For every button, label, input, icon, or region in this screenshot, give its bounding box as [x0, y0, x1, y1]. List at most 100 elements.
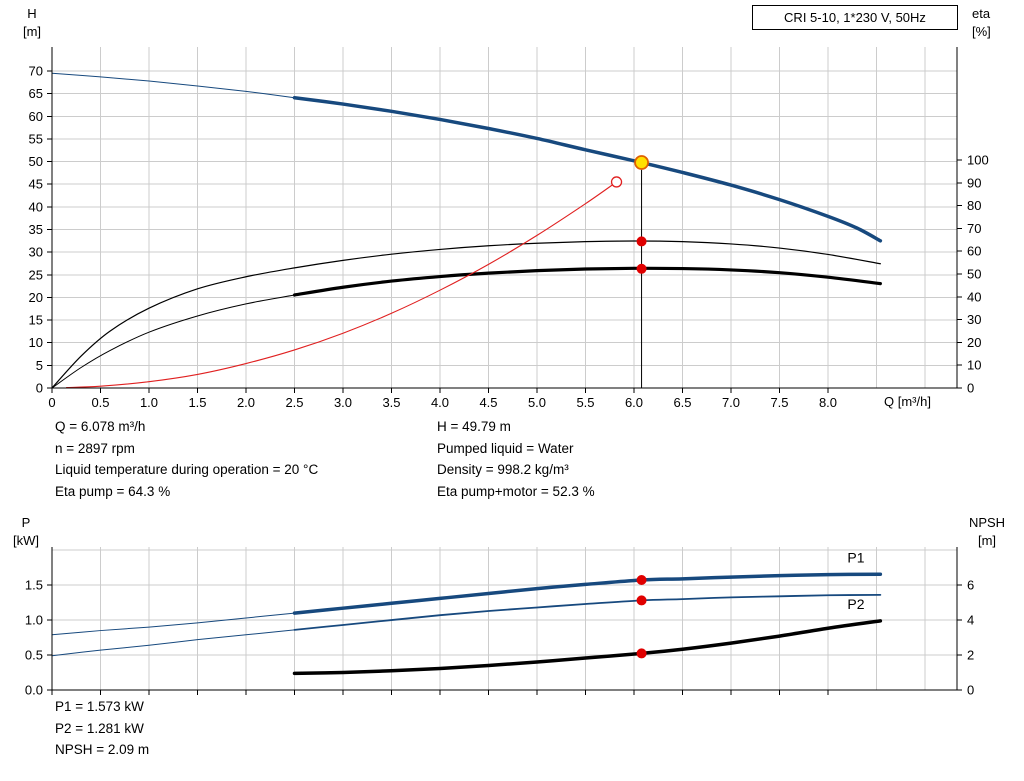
y-left-tick-label: 1.5 [25, 578, 43, 593]
pump-model-title: CRI 5-10, 1*230 V, 50Hz [752, 5, 958, 30]
rated-point-marker [610, 176, 623, 188]
x-tick-label: 2.5 [285, 395, 303, 410]
power-npsh-chart: P1 P2 0.0 0.5 1.0 1.5 0 2 4 6 [25, 547, 974, 698]
info-line: P1 = 1.573 kW [55, 699, 144, 714]
duty-info-right: H = 49.79 m Pumped liquid = Water Density … [437, 419, 595, 505]
eta-axis-unit: [%] [972, 24, 991, 39]
y-left-tick-label: 50 [29, 154, 43, 169]
q-axis-label: Q [m³/h] [884, 394, 931, 409]
y-right-tick-label: 40 [967, 289, 981, 304]
y-left-tick-label: 60 [29, 109, 43, 124]
x-tick-label: 2.0 [237, 395, 255, 410]
x-tick-label: 3.0 [334, 395, 352, 410]
power-info: P1 = 1.573 kW P2 = 1.281 kW NPSH = 2.09 m [55, 699, 149, 764]
p1-curve [292, 572, 883, 615]
npsh-axis-label: NPSH [m] [956, 514, 1018, 550]
info-line: Density = 998.2 kg/m³ [437, 462, 569, 477]
y-left-tick-label: 55 [29, 131, 43, 146]
h-axis-symbol: H [27, 6, 37, 21]
y-left-tick-label: 25 [29, 267, 43, 282]
y-right-tick-label: 50 [967, 267, 981, 282]
info-line: Eta pump = 64.3 % [55, 483, 171, 499]
x-tick-label: 6.5 [673, 395, 691, 410]
p2-curve-thin [51, 629, 295, 657]
eta-axis-symbol: eta [972, 6, 991, 21]
x-tick-label: 7.0 [722, 395, 740, 410]
series-label-p2: P2 [847, 596, 864, 612]
y-left-tick-label: 0 [36, 381, 43, 396]
p2-curve [293, 594, 882, 631]
info-line: n = 2897 rpm [55, 440, 135, 456]
eta-pump-curve [51, 240, 881, 389]
y-right-tick-label: 20 [967, 335, 981, 350]
y-left-tick-label: 70 [29, 64, 43, 79]
x-tick-label: 8.0 [819, 395, 837, 410]
p-axis-symbol: P [21, 515, 31, 530]
performance-chart: 0 0.5 1.0 1.5 2.0 2.5 3.0 3.5 4.0 4.5 5.0 5.5 6.0 6.5… [29, 47, 989, 410]
y-left-tick-label: 1.0 [25, 613, 43, 628]
head-curve-thin [51, 72, 295, 99]
p2-point [636, 595, 647, 606]
y-right-tick-label: 4 [967, 612, 974, 627]
y-left-tick-label: 45 [29, 177, 43, 192]
x-tick-label: 7.5 [770, 395, 788, 410]
eta-pump-motor-curve-thin [51, 294, 295, 389]
info-line: Q = 6.078 m³/h [55, 419, 146, 434]
y-right-tick-label: 6 [967, 577, 974, 592]
eta-pump-point [636, 236, 647, 247]
y-right-tick-label: 60 [967, 244, 981, 259]
y-left-tick-label: 35 [29, 222, 43, 237]
x-tick-label: 4.0 [431, 395, 449, 410]
h-axis-unit: [m] [22, 24, 42, 39]
duty-info-left: Q = 6.078 m³/h n = 2897 rpm Liquid tempera… [55, 419, 318, 505]
y-right-tick-label: 100 [967, 153, 989, 168]
y-left-tick-label: 40 [29, 199, 43, 214]
info-line: P2 = 1.281 kW [55, 720, 144, 736]
h-axis-label: H [m] [14, 5, 50, 41]
y-right-tick-label: 90 [967, 175, 981, 190]
y-left-tick-label: 0.5 [25, 648, 43, 663]
npsh-point [636, 648, 647, 659]
y-right-tick-label: 2 [967, 647, 974, 662]
info-line: Eta pump+motor = 52.3 % [437, 483, 595, 499]
p1-point [636, 575, 647, 586]
y-right-tick-label: 70 [967, 221, 981, 236]
series-label-p1: P1 [847, 550, 864, 566]
y-left-tick-label: 20 [29, 290, 43, 305]
eta-pump-motor-curve [292, 266, 882, 297]
info-line: Liquid temperature during operation = 20… [55, 462, 319, 477]
x-tick-label: 3.5 [382, 395, 400, 410]
y-left-tick-label: 30 [29, 245, 43, 260]
x-tick-label: 5.0 [528, 395, 546, 410]
y-right-tick-label: 80 [967, 198, 981, 213]
x-tick-label: 4.5 [479, 395, 497, 410]
npsh-axis-symbol: NPSH [968, 515, 1006, 530]
eta-axis-label: eta [%] [972, 5, 1012, 41]
y-right-tick-label: 10 [967, 358, 981, 373]
y-right-tick-label: 0 [967, 381, 974, 396]
x-tick-label: 1.5 [188, 395, 206, 410]
x-tick-label: 0.5 [91, 395, 109, 410]
y-right-tick-label: 0 [967, 683, 974, 698]
y-right-tick-label: 30 [967, 312, 981, 327]
duty-point-marker [634, 155, 649, 170]
npsh-axis-unit: [m] [977, 533, 997, 548]
y-left-tick-label: 15 [29, 313, 43, 328]
x-tick-label: 1.0 [140, 395, 158, 410]
p1-curve-thin [51, 612, 295, 636]
head-curve [292, 95, 883, 243]
npsh-curve [292, 619, 883, 676]
y-left-tick-label: 65 [29, 86, 43, 101]
x-tick-label: 6.0 [625, 395, 643, 410]
info-line: NPSH = 2.09 m [55, 742, 150, 757]
info-line: H = 49.79 m [437, 419, 511, 434]
eta-pump-motor-point [636, 263, 647, 274]
p-axis-unit: [kW] [13, 533, 39, 548]
y-left-tick-label: 10 [29, 335, 43, 350]
x-tick-label: 5.5 [576, 395, 594, 410]
y-left-tick-label: 0.0 [25, 683, 43, 698]
p-axis-label: P [kW] [4, 514, 48, 550]
x-tick-label: 0 [48, 395, 55, 410]
y-left-tick-label: 5 [36, 358, 43, 373]
